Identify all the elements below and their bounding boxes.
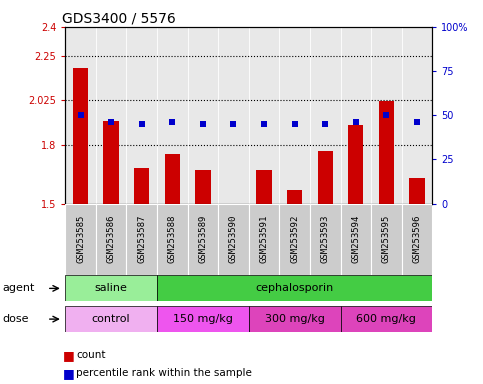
Bar bbox=[256, 170, 272, 204]
Bar bbox=[402, 204, 432, 275]
Text: 150 mg/kg: 150 mg/kg bbox=[173, 314, 233, 324]
Point bbox=[352, 119, 360, 125]
Text: ■: ■ bbox=[63, 367, 74, 380]
Text: GSM253590: GSM253590 bbox=[229, 215, 238, 263]
Point bbox=[413, 119, 421, 125]
Bar bbox=[157, 306, 249, 332]
Bar bbox=[187, 204, 218, 275]
Point bbox=[229, 121, 237, 127]
Bar bbox=[195, 170, 211, 204]
Bar bbox=[341, 204, 371, 275]
Bar bbox=[134, 168, 149, 204]
Text: control: control bbox=[92, 314, 130, 324]
Text: percentile rank within the sample: percentile rank within the sample bbox=[76, 368, 252, 378]
Bar bbox=[379, 101, 394, 204]
Bar bbox=[157, 275, 432, 301]
Text: dose: dose bbox=[2, 314, 29, 324]
Point bbox=[291, 121, 298, 127]
Point bbox=[260, 121, 268, 127]
Text: GSM253595: GSM253595 bbox=[382, 215, 391, 263]
Point bbox=[107, 119, 115, 125]
Text: GSM253591: GSM253591 bbox=[259, 215, 269, 263]
Bar bbox=[65, 306, 157, 332]
Bar bbox=[218, 204, 249, 275]
Text: 300 mg/kg: 300 mg/kg bbox=[265, 314, 325, 324]
Bar bbox=[73, 68, 88, 204]
Text: GSM253593: GSM253593 bbox=[321, 215, 330, 263]
Bar bbox=[65, 204, 96, 275]
Bar bbox=[310, 204, 341, 275]
Bar bbox=[371, 204, 402, 275]
Text: GSM253586: GSM253586 bbox=[107, 215, 115, 263]
Text: ■: ■ bbox=[63, 349, 74, 362]
Bar bbox=[103, 121, 119, 204]
Bar bbox=[279, 204, 310, 275]
Bar bbox=[165, 154, 180, 204]
Bar bbox=[65, 275, 157, 301]
Text: GSM253588: GSM253588 bbox=[168, 215, 177, 263]
Point bbox=[199, 121, 207, 127]
Point bbox=[138, 121, 145, 127]
Bar bbox=[96, 204, 127, 275]
Text: GSM253596: GSM253596 bbox=[412, 215, 422, 263]
Text: saline: saline bbox=[95, 283, 128, 293]
Text: GSM253592: GSM253592 bbox=[290, 215, 299, 263]
Bar bbox=[127, 204, 157, 275]
Text: GSM253585: GSM253585 bbox=[76, 215, 85, 263]
Bar bbox=[249, 306, 341, 332]
Text: cephalosporin: cephalosporin bbox=[256, 283, 334, 293]
Text: agent: agent bbox=[2, 283, 35, 293]
Bar bbox=[341, 306, 432, 332]
Point bbox=[383, 112, 390, 118]
Text: GDS3400 / 5576: GDS3400 / 5576 bbox=[61, 12, 175, 26]
Text: GSM253589: GSM253589 bbox=[199, 215, 207, 263]
Text: count: count bbox=[76, 350, 106, 360]
Text: GSM253594: GSM253594 bbox=[351, 215, 360, 263]
Bar bbox=[318, 151, 333, 204]
Bar bbox=[287, 190, 302, 204]
Point bbox=[169, 119, 176, 125]
Text: GSM253587: GSM253587 bbox=[137, 215, 146, 263]
Bar bbox=[249, 204, 279, 275]
Bar bbox=[410, 178, 425, 204]
Bar bbox=[157, 204, 187, 275]
Bar bbox=[348, 125, 364, 204]
Text: 600 mg/kg: 600 mg/kg bbox=[356, 314, 416, 324]
Point bbox=[321, 121, 329, 127]
Point bbox=[77, 112, 85, 118]
